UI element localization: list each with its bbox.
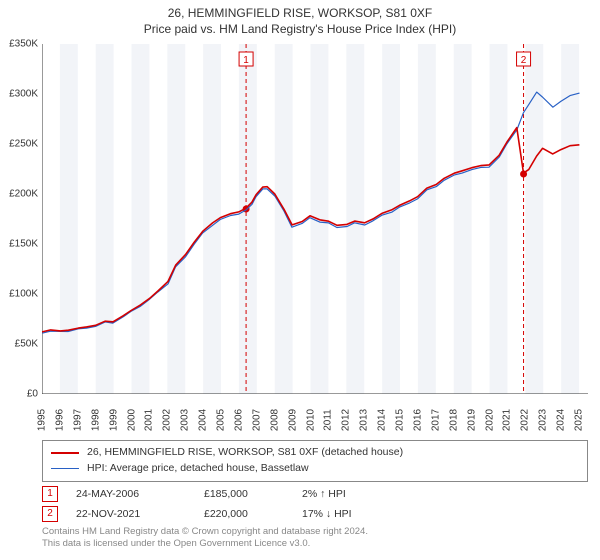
legend-item-hpi: HPI: Average price, detached house, Bass…: [51, 461, 579, 477]
x-tick-label: 2014: [377, 409, 388, 431]
legend-item-price-paid: 26, HEMMINGFIELD RISE, WORKSOP, S81 0XF …: [51, 445, 579, 461]
x-tick-label: 2013: [359, 409, 370, 431]
y-tick-label: £150K: [9, 239, 38, 250]
legend-label-hpi: HPI: Average price, detached house, Bass…: [87, 461, 309, 477]
x-tick-label: 2020: [484, 409, 495, 431]
footer-line-2: This data is licensed under the Open Gov…: [42, 538, 588, 550]
y-tick-label: £300K: [9, 89, 38, 100]
sale-price-2: £220,000: [204, 508, 284, 520]
x-tick-label: 2019: [466, 409, 477, 431]
y-tick-label: £350K: [9, 39, 38, 50]
x-tick-label: 2004: [198, 409, 209, 431]
x-axis-labels: 1995199619971998199920002001200220032004…: [42, 396, 588, 436]
x-tick-label: 2018: [448, 409, 459, 431]
chart-title: 26, HEMMINGFIELD RISE, WORKSOP, S81 0XF: [0, 6, 600, 20]
legend-label-price-paid: 26, HEMMINGFIELD RISE, WORKSOP, S81 0XF …: [87, 445, 403, 461]
svg-text:1: 1: [243, 55, 249, 66]
footer: Contains HM Land Registry data © Crown c…: [42, 526, 588, 551]
sale-diff-1: 2% ↑ HPI: [302, 488, 392, 500]
legend-swatch-hpi: [51, 468, 79, 469]
sale-row-2: 2 22-NOV-2021 £220,000 17% ↓ HPI: [42, 506, 588, 522]
y-axis-labels: £0£50K£100K£150K£200K£250K£300K£350K: [0, 44, 40, 394]
x-tick-label: 2025: [574, 409, 585, 431]
x-tick-label: 2001: [144, 409, 155, 431]
x-tick-label: 2023: [538, 409, 549, 431]
footer-line-1: Contains HM Land Registry data © Crown c…: [42, 526, 588, 538]
marker-badge-2: 2: [42, 506, 58, 522]
x-tick-label: 2009: [287, 409, 298, 431]
x-tick-label: 1999: [108, 409, 119, 431]
y-tick-label: £250K: [9, 139, 38, 150]
x-tick-label: 2016: [412, 409, 423, 431]
sale-row-1: 1 24-MAY-2006 £185,000 2% ↑ HPI: [42, 486, 588, 502]
y-tick-label: £50K: [15, 339, 38, 350]
legend-swatch-price-paid: [51, 452, 79, 454]
y-tick-label: £200K: [9, 189, 38, 200]
chart-subtitle: Price paid vs. HM Land Registry's House …: [0, 22, 600, 36]
x-tick-label: 2011: [323, 409, 334, 431]
marker-badge-1: 1: [42, 486, 58, 502]
chart-area: 12: [42, 44, 588, 394]
x-tick-label: 2007: [251, 409, 262, 431]
sale-date-1: 24-MAY-2006: [76, 488, 186, 500]
x-tick-label: 1997: [72, 409, 83, 431]
y-tick-label: £100K: [9, 289, 38, 300]
x-tick-label: 1998: [90, 409, 101, 431]
x-tick-label: 2021: [502, 409, 513, 431]
x-tick-label: 2015: [395, 409, 406, 431]
x-tick-label: 2005: [216, 409, 227, 431]
chart-svg: 12: [42, 44, 588, 394]
svg-text:2: 2: [521, 55, 527, 66]
x-tick-label: 1996: [54, 409, 65, 431]
sale-price-1: £185,000: [204, 488, 284, 500]
x-tick-label: 2024: [556, 409, 567, 431]
x-tick-label: 2012: [341, 409, 352, 431]
x-tick-label: 1995: [37, 409, 48, 431]
x-tick-label: 2010: [305, 409, 316, 431]
sale-date-2: 22-NOV-2021: [76, 508, 186, 520]
x-tick-label: 2002: [162, 409, 173, 431]
x-tick-label: 2006: [233, 409, 244, 431]
x-tick-label: 2022: [520, 409, 531, 431]
sale-diff-2: 17% ↓ HPI: [302, 508, 392, 520]
y-tick-label: £0: [27, 389, 38, 400]
x-tick-label: 2003: [180, 409, 191, 431]
sale-markers-table: 1 24-MAY-2006 £185,000 2% ↑ HPI 2 22-NOV…: [42, 482, 588, 522]
x-tick-label: 2008: [269, 409, 280, 431]
x-tick-label: 2017: [430, 409, 441, 431]
legend: 26, HEMMINGFIELD RISE, WORKSOP, S81 0XF …: [42, 440, 588, 482]
x-tick-label: 2000: [126, 409, 137, 431]
